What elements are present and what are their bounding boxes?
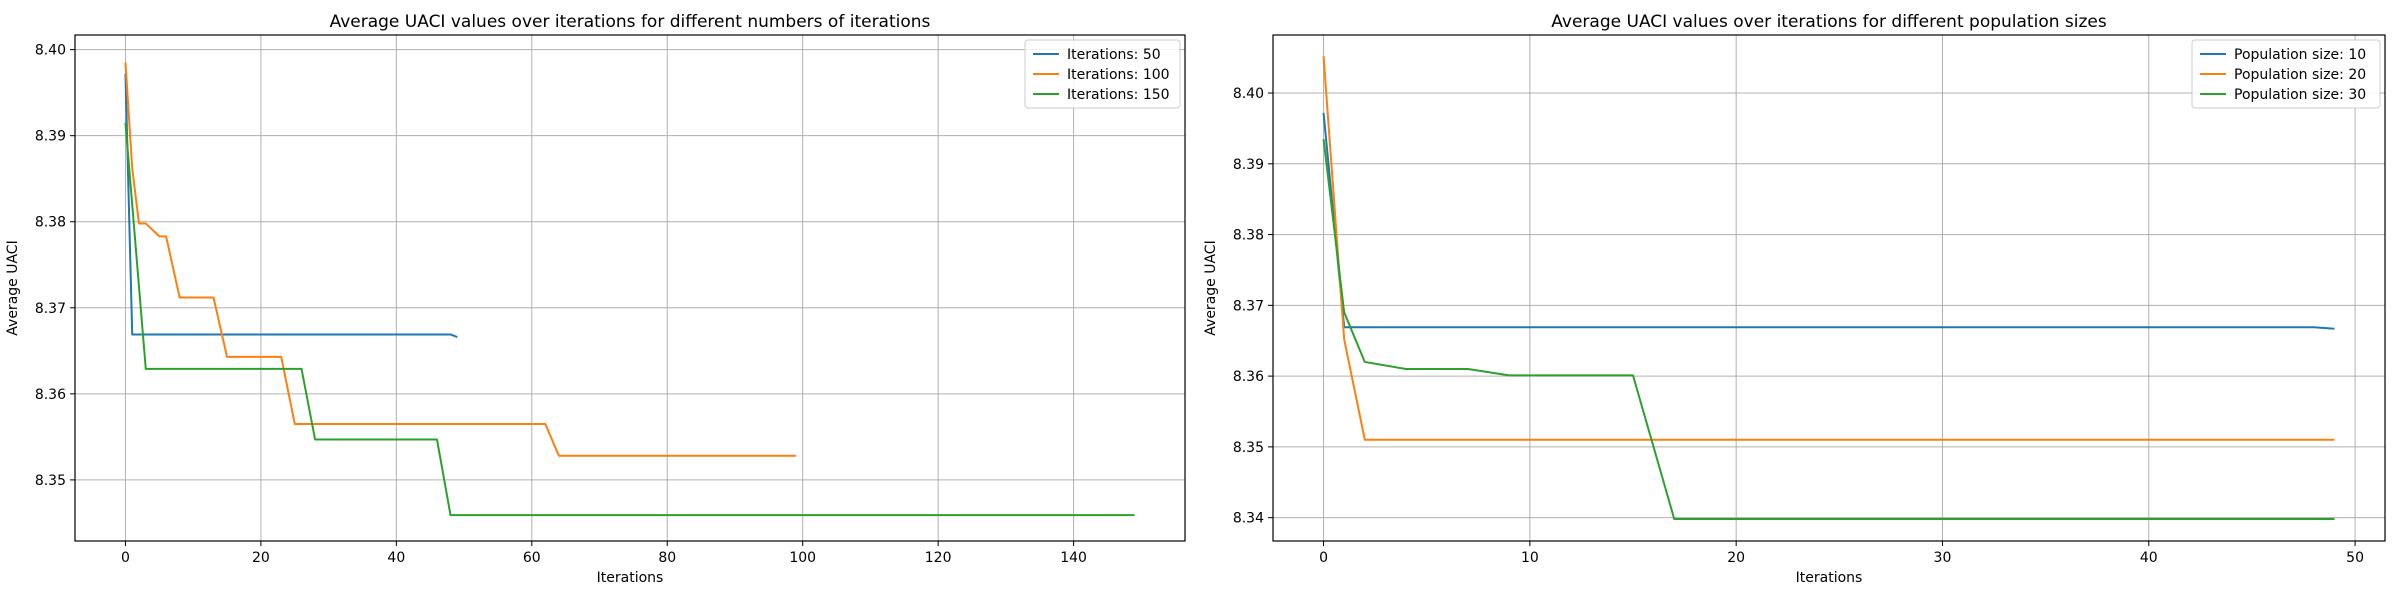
- legend-box: [1024, 39, 1181, 109]
- x-tick-label: 80: [658, 550, 676, 566]
- series-line-2: [1322, 56, 2335, 441]
- y-tick-label: 8.39: [1233, 157, 1264, 173]
- y-tick-label: 8.39: [35, 129, 66, 145]
- y-tick-label: 8.35: [1233, 440, 1264, 456]
- y-tick-label: 8.38: [35, 215, 66, 231]
- chart-1: 0 20 40 60 80 100 120 140 8.35 8.36 8.37 8.38 8.39 8.…: [5, 12, 1186, 586]
- y-tick-label: 8.38: [1233, 228, 1264, 244]
- x-tick-label: 120: [925, 550, 952, 566]
- y-tick-label: 8.40: [35, 43, 66, 59]
- chart-2: 0 10 20 30 40 50 8.34 8.35 8.36 8.37 8.38 8.39 8.40 A…: [1203, 12, 2386, 586]
- x-tick-label: 100: [789, 550, 816, 566]
- x-tick-label: 40: [2140, 550, 2158, 566]
- legend: Iterations: 50 Iterations: 100 Iterations:…: [1024, 39, 1181, 109]
- x-tick-label: 140: [1060, 550, 1087, 566]
- y-tick-label: 8.37: [1233, 298, 1264, 314]
- chart-title: Average UACI values over iterations for …: [330, 12, 931, 32]
- x-axis-label: Iterations: [597, 570, 664, 586]
- legend: Population size: 10 Population size: 20 Po…: [2191, 39, 2381, 109]
- y-axis-label: Average UACI: [1203, 240, 1219, 335]
- y-tick-label: 8.37: [35, 301, 66, 317]
- x-tick-label: 0: [121, 550, 130, 566]
- series-line-1: [1322, 112, 2335, 330]
- series-line-3: [124, 122, 1135, 517]
- axes-frame: [1272, 34, 2386, 542]
- y-tick-label: 8.36: [1233, 369, 1264, 385]
- x-tick-label: 10: [1521, 550, 1539, 566]
- x-tick-label: 0: [1319, 550, 1328, 566]
- series-line-3: [1322, 138, 2335, 521]
- legend-label-3: Iterations: 150: [1067, 87, 1170, 103]
- y-tick-label: 8.35: [35, 473, 66, 489]
- series-line-2: [124, 62, 796, 457]
- legend-label-1: Population size: 10: [2234, 47, 2366, 63]
- legend-box: [2191, 39, 2381, 109]
- y-tick-label: 8.36: [35, 387, 66, 403]
- x-tick-label: 40: [387, 550, 405, 566]
- legend-label-2: Iterations: 100: [1067, 67, 1170, 83]
- y-axis-label: Average UACI: [5, 240, 21, 335]
- x-tick-label: 30: [1934, 550, 1952, 566]
- y-tick-label: 8.34: [1233, 511, 1264, 527]
- legend-label-2: Population size: 20: [2234, 67, 2366, 83]
- legend-label-3: Population size: 30: [2234, 87, 2366, 103]
- x-axis-label: Iterations: [1796, 570, 1863, 586]
- chart-title: Average UACI values over iterations for …: [1551, 12, 2107, 32]
- x-tick-label: 60: [523, 550, 541, 566]
- axes-frame: [74, 34, 1186, 542]
- x-tick-label: 50: [2346, 550, 2364, 566]
- series-line-1: [124, 73, 458, 338]
- x-tick-label: 20: [252, 550, 270, 566]
- legend-label-1: Iterations: 50: [1067, 47, 1161, 63]
- y-tick-label: 8.40: [1233, 86, 1264, 102]
- x-tick-label: 20: [1727, 550, 1745, 566]
